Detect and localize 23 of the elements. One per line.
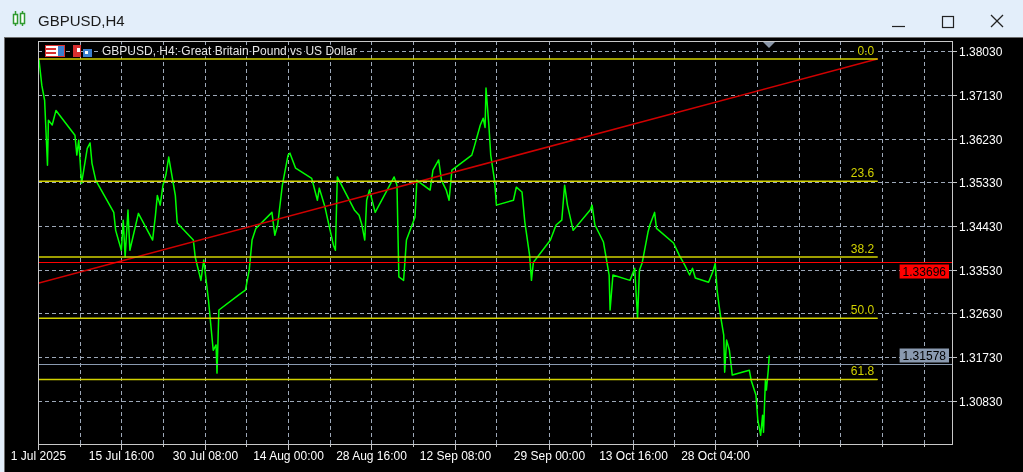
- x-tick-label: 28 Aug 16:00: [336, 449, 408, 463]
- x-tick-label: 14 Aug 00:00: [253, 449, 325, 463]
- chart-title: GBPUSD,H4: [38, 12, 125, 29]
- series-label: 23.6: [850, 166, 875, 181]
- x-tick-label: 29 Sep 00:00: [513, 449, 586, 463]
- x-tick-label: 1 Jul 2025: [10, 449, 67, 463]
- x-tick-label: 28 Oct 04:00: [681, 449, 751, 463]
- y-tick-label: 1.31730: [959, 350, 1003, 365]
- y-tick-label: 1.36230: [959, 132, 1003, 147]
- y-tick-label: 1.30830: [959, 394, 1003, 409]
- y-tick-label: 1.33530: [959, 263, 1003, 278]
- series-label: 61.8: [850, 364, 875, 379]
- line-series: [38, 58, 770, 437]
- series-label: 38.2: [850, 242, 875, 257]
- y-tick-label: 1.32630: [959, 306, 1003, 321]
- x-tick-label: 12 Sep 08:00: [419, 449, 492, 463]
- x-tick-label: 13 Oct 16:00: [599, 449, 669, 463]
- x-tick-label: 15 Jul 16:00: [88, 449, 155, 463]
- x-tick-label: 30 Jul 08:00: [172, 449, 239, 463]
- y-tick-label: 1.38030: [959, 44, 1003, 59]
- y-tick-label: 1.34430: [959, 219, 1003, 234]
- y-tick-label: 1.35330: [959, 175, 1003, 190]
- y-tick-label: 1.37130: [959, 88, 1003, 103]
